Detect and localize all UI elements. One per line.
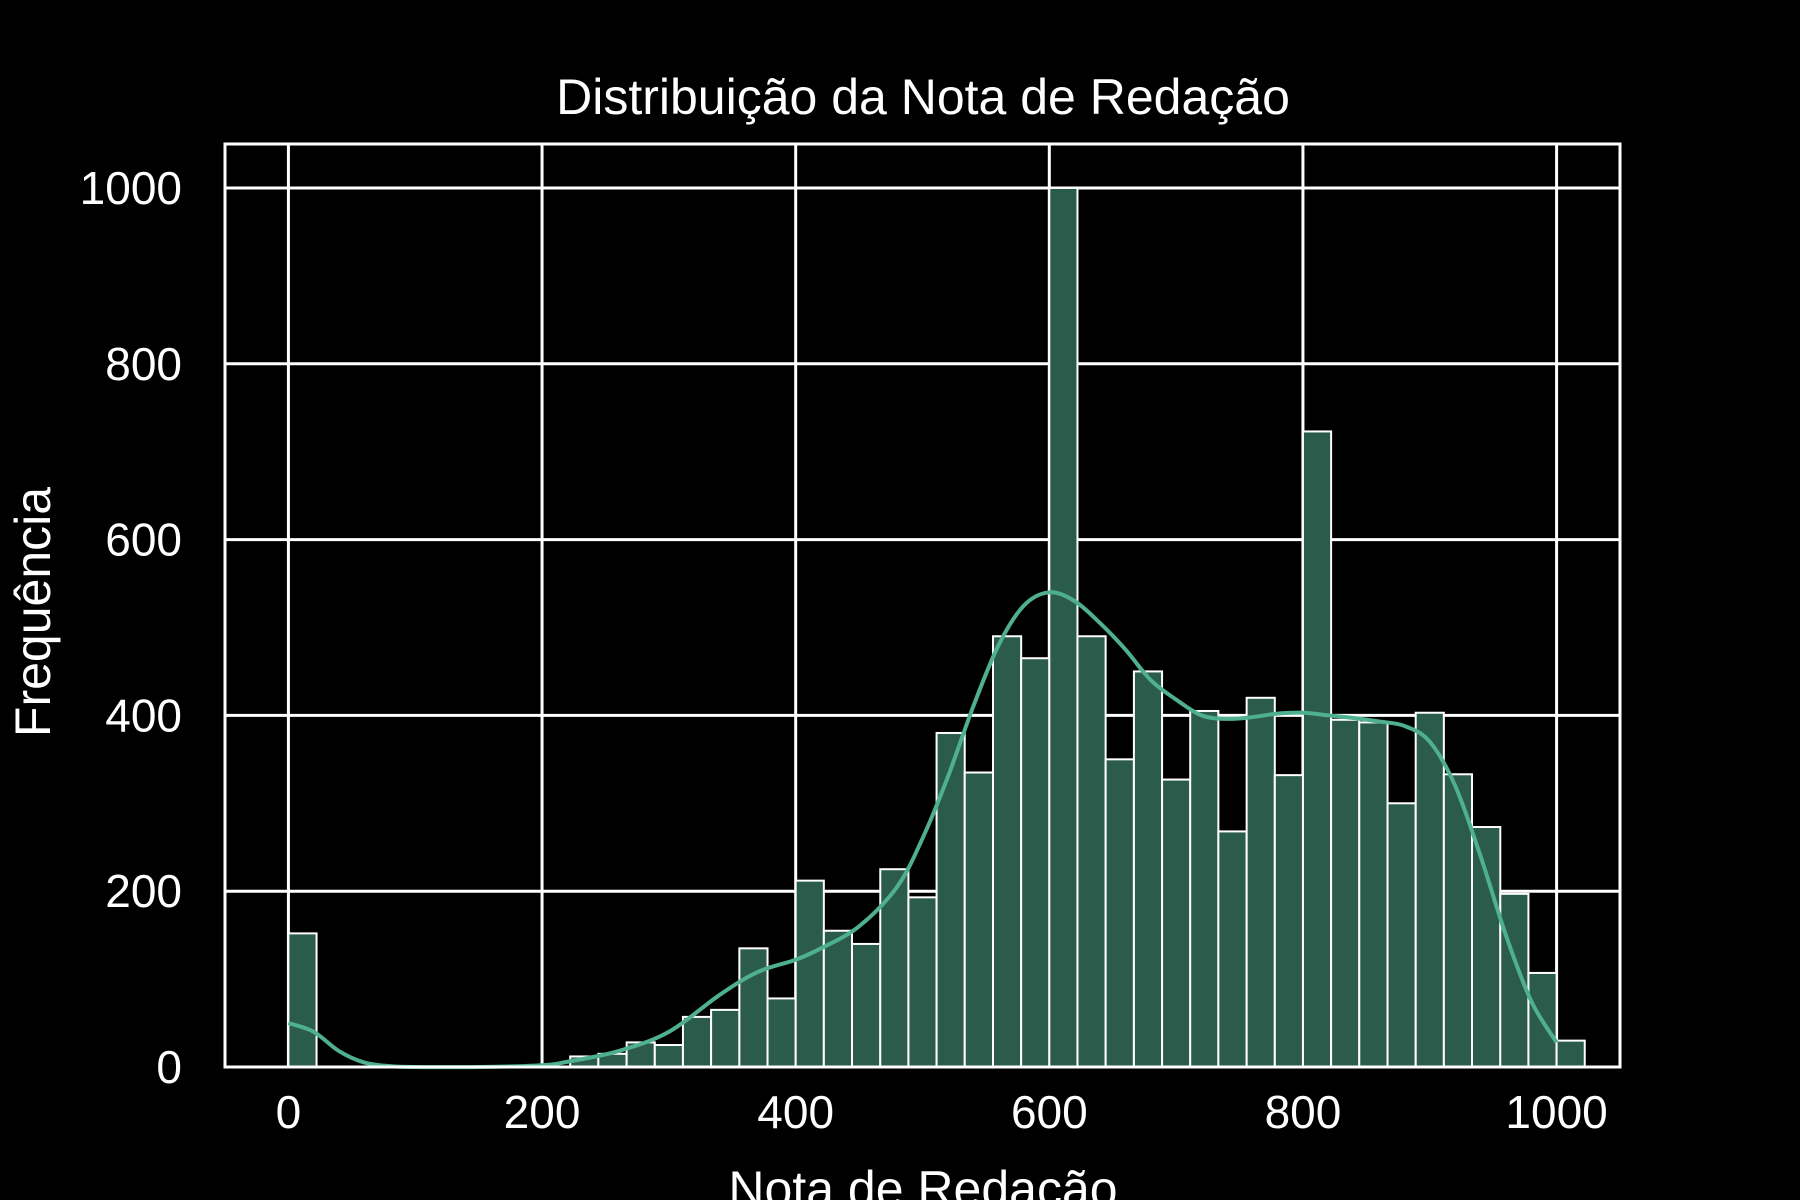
histogram-bar [1161,778,1192,1069]
y-axis-label: Frequência [5,487,61,737]
x-tick-label: 800 [1265,1086,1342,1138]
histogram-bar [992,635,1023,1068]
histogram-bar [1414,711,1445,1069]
histogram-bar [1386,802,1417,1068]
histogram-bar [1048,186,1079,1068]
histogram-bar [1471,826,1502,1069]
histogram-bar [1104,758,1135,1068]
x-tick-label: 0 [276,1086,302,1138]
histogram-bar [1020,657,1051,1068]
y-tick-label: 1000 [80,162,182,214]
histogram-bar [822,929,853,1068]
plot-frame [223,142,1622,1069]
x-axis-label: Nota de Redação [728,1161,1117,1200]
histogram-bar [1245,696,1276,1068]
y-tick-label: 200 [105,865,182,917]
histogram-bar [710,1008,741,1068]
y-tick-labels: 0 200 400 600 800 1000 [80,162,182,1093]
x-tick-label: 400 [757,1086,834,1138]
y-tick-label: 0 [156,1041,182,1093]
histogram-bar [1076,635,1107,1068]
x-tick-labels: 0 200 400 600 800 1000 [276,1086,1608,1138]
y-tick-label: 800 [105,338,182,390]
histogram-bar [1358,721,1389,1068]
kde-line [287,590,1559,1070]
histogram-bar [1273,774,1304,1068]
histogram-bar [287,932,318,1068]
histogram-bar [879,868,910,1069]
histogram-bar [907,896,938,1068]
histogram-bar [653,1044,684,1068]
histogram-bar [738,947,769,1068]
histogram-bar [1555,1039,1586,1068]
histogram-bars [287,186,1586,1069]
histogram-bar [766,997,797,1068]
x-tick-label: 1000 [1505,1086,1607,1138]
x-tick-label: 200 [504,1086,581,1138]
y-tick-label: 600 [105,514,182,566]
y-tick-label: 400 [105,689,182,741]
histogram-bar [794,879,825,1068]
grid [225,144,1620,1069]
histogram-bar [1189,709,1220,1068]
chart-title: Distribuição da Nota de Redação [556,69,1290,125]
histogram-bar [935,731,966,1068]
histogram-bar [850,942,882,1069]
x-tick-label: 600 [1011,1086,1088,1138]
histogram-bar [1301,430,1333,1069]
histogram-bar [1330,718,1361,1068]
histogram-bar [963,771,995,1068]
histogram-bar [1132,670,1164,1069]
histogram-bar [681,1015,713,1068]
histogram-bar [1217,830,1248,1068]
kde-curve [287,590,1559,1070]
